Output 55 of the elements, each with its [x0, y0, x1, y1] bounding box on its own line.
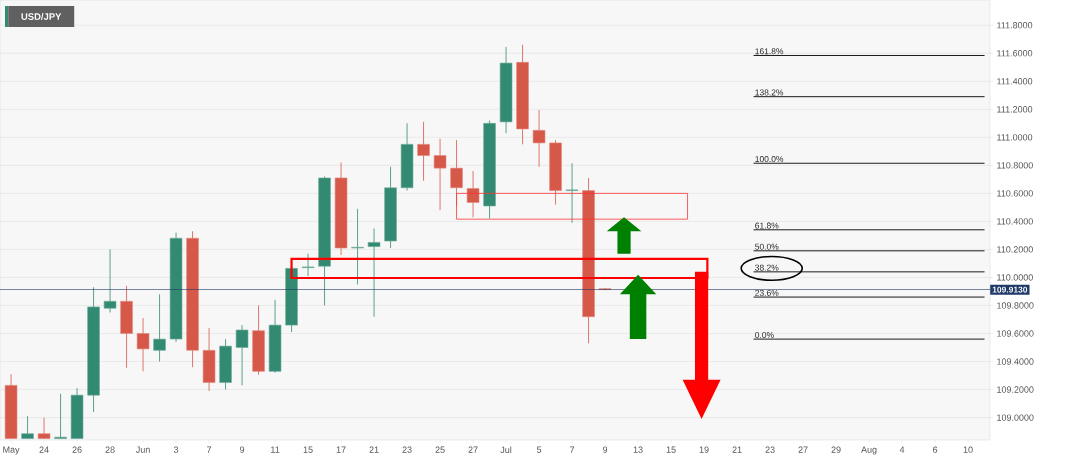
y-tick-label: 109.2000: [997, 386, 1034, 393]
x-tick-label: 23: [765, 446, 775, 453]
y-tick-label: 111.8000: [997, 22, 1033, 29]
x-tick-label: Aug: [861, 446, 877, 455]
x-tick-label: 10: [963, 446, 973, 453]
series-label: 138.2%: [755, 89, 784, 96]
ref-line-label: 109.9130: [992, 286, 1028, 293]
series-label: 161.8%: [755, 48, 784, 55]
series-label: 100.0%: [755, 156, 784, 163]
x-tick-label: 3: [173, 446, 179, 453]
text: USD/JPY: [21, 12, 62, 21]
x-tick-label: 11: [271, 446, 280, 453]
x-tick-label: 15: [303, 446, 313, 453]
x-tick-label: 23: [402, 446, 412, 453]
y-tick-label: 109.6000: [997, 330, 1034, 337]
series-label: 38.2%: [755, 264, 779, 271]
x-tick-label: May: [3, 446, 20, 455]
y-tick-label: 110.2000: [997, 246, 1033, 253]
series-label: 23.6%: [755, 289, 779, 296]
y-tick-label: 111.2000: [997, 106, 1033, 113]
x-tick-label: 25: [435, 446, 445, 453]
x-tick-label: 24: [39, 446, 49, 453]
x-tick-label: 19: [699, 446, 709, 453]
x-tick-label: 6: [933, 446, 938, 453]
x-tick-label: 13: [633, 446, 643, 453]
x-tick-label: 28: [105, 446, 115, 453]
y-tick-label: 110.4000: [997, 218, 1033, 225]
x-tick-label: Jun: [135, 446, 150, 453]
x-tick-label: 4: [899, 446, 905, 453]
y-tick-label: 109.4000: [997, 358, 1034, 365]
y-tick-label: 110.0000: [997, 274, 1033, 281]
x-tick-label: 21: [732, 446, 742, 453]
x-tick-label: 27: [468, 446, 478, 453]
y-tick-label: 110.8000: [997, 162, 1033, 169]
series-label: 50.0%: [755, 243, 779, 250]
x-tick-label: 15: [666, 446, 676, 453]
y-tick-label: 109.8000: [997, 302, 1034, 309]
y-tick-label: 110.6000: [997, 190, 1033, 197]
y-tick-label: 109.0000: [997, 414, 1034, 421]
x-tick-label: 26: [72, 446, 82, 453]
x-tick-label: 5: [536, 446, 542, 453]
y-tick-label: 111.4000: [997, 78, 1033, 85]
y-tick-label: 111.6000: [997, 50, 1033, 57]
x-tick-label: 17: [336, 446, 346, 453]
x-tick-label: Jul: [500, 446, 512, 454]
x-tick-label: 7: [207, 446, 212, 453]
x-tick-label: 27: [798, 446, 808, 453]
x-tick-label: 7: [570, 446, 575, 453]
x-tick-label: 21: [369, 446, 379, 453]
series-label: 0.0%: [755, 331, 774, 338]
series-label: 61.8%: [755, 222, 779, 229]
y-tick-label: 111.0000: [997, 134, 1033, 141]
x-tick-label: 9: [602, 446, 608, 453]
x-tick-label: 9: [239, 446, 245, 453]
x-tick-label: 29: [831, 446, 841, 453]
